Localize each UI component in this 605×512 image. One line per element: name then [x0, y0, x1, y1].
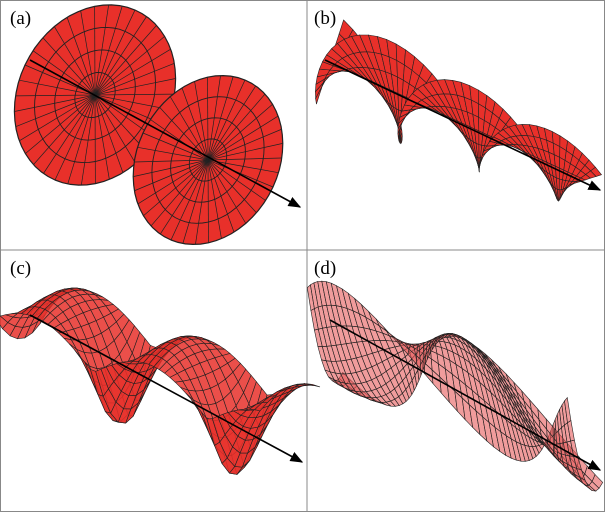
- disk-spoke: [207, 93, 266, 161]
- disk-spoke: [94, 36, 165, 96]
- disk-spoke: [94, 63, 175, 96]
- disk-spoke: [32, 50, 96, 96]
- illustrations: [0, 4, 604, 492]
- disk-spoke: [207, 159, 247, 224]
- disk-spoke: [207, 159, 222, 239]
- disk-spoke: [19, 94, 96, 142]
- disk-spoke: [67, 94, 96, 185]
- disk-spoke: [43, 94, 96, 174]
- disk-spoke: [94, 5, 123, 96]
- surface-cell: [307, 384, 321, 388]
- disk-spoke: [54, 94, 96, 181]
- disk-spoke: [54, 26, 96, 96]
- surface-cell: [591, 474, 604, 489]
- disk-spoke: [207, 157, 282, 161]
- disk-spoke: [159, 159, 209, 235]
- disk-spoke: [94, 94, 136, 164]
- disk-spoke: [137, 146, 209, 161]
- disk-spoke: [94, 94, 148, 153]
- disk-spoke: [207, 159, 274, 188]
- disk-spoke: [42, 37, 96, 96]
- disk-spoke: [94, 94, 110, 180]
- disk-spoke: [33, 94, 96, 165]
- disk-spoke: [181, 87, 209, 161]
- disk-spoke: [170, 159, 209, 241]
- disk-spoke: [207, 76, 234, 161]
- disk-spoke: [182, 159, 209, 244]
- disk-spoke: [81, 94, 96, 186]
- disk-spoke: [94, 48, 171, 96]
- disk-spoke: [143, 159, 209, 217]
- disk-spoke: [14, 94, 96, 112]
- disk-spoke: [94, 94, 124, 173]
- disk-spoke: [207, 159, 235, 233]
- disk-spoke: [25, 94, 96, 154]
- disk-spoke: [15, 94, 96, 127]
- axis-arrow: [29, 59, 302, 208]
- disk-spoke: [94, 4, 109, 96]
- disk-spoke: [207, 159, 266, 201]
- axis-arrow: [324, 59, 602, 191]
- disk-spoke: [207, 85, 257, 161]
- panel-label: (a): [10, 8, 31, 29]
- panel-label: (b): [314, 8, 336, 29]
- disk-spoke: [142, 132, 209, 161]
- disk-spoke: [207, 79, 246, 161]
- disk-spoke: [24, 64, 96, 96]
- disk-spoke: [207, 115, 279, 161]
- disk-spoke: [137, 159, 209, 205]
- disk-spoke: [94, 16, 147, 96]
- disk-spoke: [207, 103, 273, 161]
- disk-spoke: [159, 107, 209, 161]
- panel-label: (c): [10, 258, 31, 279]
- disk-spoke: [94, 94, 171, 111]
- disk-spoke: [66, 17, 96, 96]
- disk-spoke: [94, 25, 157, 96]
- disk-spoke: [150, 159, 209, 227]
- disk-spoke: [80, 10, 96, 96]
- disk-spoke: [94, 9, 136, 96]
- disk-spoke: [15, 94, 96, 97]
- disk-spoke: [169, 96, 209, 161]
- axis-arrow: [29, 314, 304, 463]
- axis-arrow: [329, 319, 602, 471]
- panel-label: (d): [314, 258, 336, 279]
- disk-spoke: [207, 75, 221, 161]
- disk-spoke: [194, 81, 209, 161]
- disk-spoke: [133, 159, 209, 177]
- disk-spoke: [94, 78, 176, 96]
- disk-spoke: [207, 159, 257, 213]
- disk-spoke: [150, 119, 209, 161]
- disk-spoke: [207, 128, 282, 161]
- disk-spoke: [207, 143, 283, 161]
- disk-spoke: [207, 159, 279, 174]
- surface-cell: [565, 183, 575, 189]
- disk-spoke: [195, 159, 209, 245]
- disk-spoke: [19, 79, 96, 96]
- disk-spoke: [134, 159, 209, 163]
- disk-spoke: [94, 93, 175, 96]
- disk-spoke: [134, 159, 209, 192]
